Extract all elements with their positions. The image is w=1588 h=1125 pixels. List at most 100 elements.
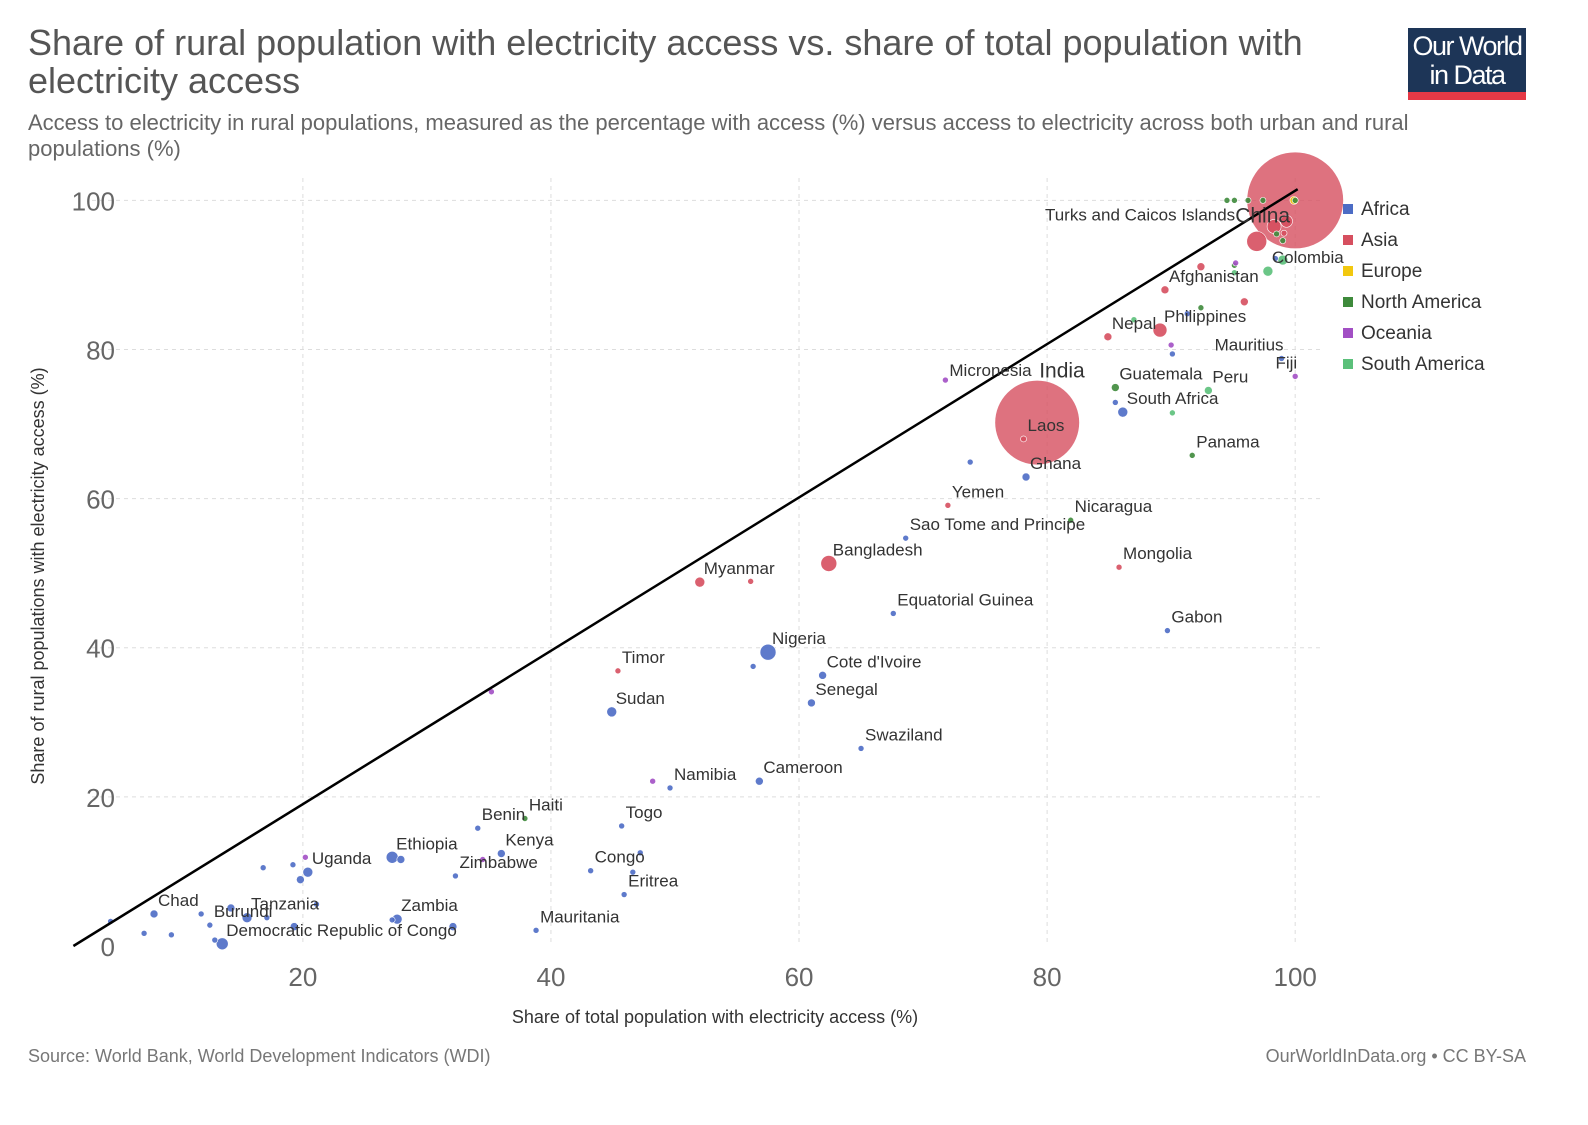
data-point[interactable] xyxy=(1197,304,1205,312)
point-afghanistan[interactable] xyxy=(1160,285,1170,295)
point-mauritius[interactable] xyxy=(1278,355,1285,362)
legend-swatch[interactable] xyxy=(1343,235,1353,245)
point-timor[interactable] xyxy=(614,667,622,675)
point-chad[interactable] xyxy=(149,909,159,919)
point-philippines[interactable] xyxy=(1152,322,1168,338)
data-point[interactable] xyxy=(1196,262,1206,272)
point-laos[interactable] xyxy=(1020,435,1027,443)
data-point[interactable] xyxy=(168,931,175,939)
source-note[interactable]: Source: World Bank, World Development In… xyxy=(28,1046,491,1066)
point-mauritania[interactable] xyxy=(532,927,540,934)
point-namibia[interactable] xyxy=(666,784,674,792)
data-point[interactable] xyxy=(1223,197,1231,204)
legend-item-asia[interactable]: Asia xyxy=(1361,230,1398,251)
data-point[interactable] xyxy=(1279,237,1287,244)
legend-item-africa[interactable]: Africa xyxy=(1361,199,1410,220)
point-cote-d-ivoire[interactable] xyxy=(818,671,827,680)
data-point[interactable] xyxy=(629,868,637,876)
legend[interactable]: Africa Asia Europe North America Oceania Sout… xyxy=(1343,199,1485,375)
owid-logo[interactable]: Our World in Data xyxy=(1408,28,1526,100)
data-point[interactable] xyxy=(747,578,754,585)
legend-item-south-america[interactable]: South America xyxy=(1361,354,1485,375)
data-point[interactable] xyxy=(1273,230,1280,238)
data-point[interactable] xyxy=(289,922,299,931)
point-togo[interactable] xyxy=(618,822,625,830)
point-haiti[interactable] xyxy=(521,815,529,822)
point-micronesia[interactable] xyxy=(942,376,949,384)
point-nicaragua[interactable] xyxy=(1067,516,1074,524)
point-sao-tome-and-principe[interactable] xyxy=(902,534,910,542)
point-bangladesh[interactable] xyxy=(820,555,838,572)
point-turks-and-caicos-islands[interactable] xyxy=(1291,197,1299,204)
data-point[interactable] xyxy=(211,936,219,944)
legend-item-oceania[interactable]: Oceania xyxy=(1361,323,1432,344)
data-point[interactable] xyxy=(1231,269,1238,276)
point-eritrea[interactable] xyxy=(620,891,628,898)
data-point[interactable] xyxy=(1232,259,1239,267)
point-equatorial-guinea[interactable] xyxy=(890,610,897,617)
legend-swatch[interactable] xyxy=(1343,359,1353,369)
point-nepal[interactable] xyxy=(1103,332,1113,342)
data-point[interactable] xyxy=(1280,229,1288,237)
point-gabon[interactable] xyxy=(1164,627,1171,634)
point-cameroon[interactable] xyxy=(755,776,764,786)
data-point[interactable] xyxy=(1169,350,1176,358)
point-sudan[interactable] xyxy=(606,706,618,718)
point-democratic-republic-of-congo[interactable] xyxy=(215,937,229,951)
legend-item-europe[interactable]: Europe xyxy=(1361,261,1422,282)
point-burundi[interactable] xyxy=(206,921,214,929)
data-point[interactable] xyxy=(313,900,320,908)
point-india[interactable] xyxy=(995,380,1080,465)
point-panama[interactable] xyxy=(1188,452,1196,459)
data-point[interactable] xyxy=(1169,409,1176,417)
point-nigeria[interactable] xyxy=(759,643,777,661)
data-point[interactable] xyxy=(1240,297,1249,307)
data-point[interactable] xyxy=(1167,341,1175,349)
point-peru[interactable] xyxy=(1204,386,1213,395)
data-point[interactable] xyxy=(1231,197,1238,204)
data-point[interactable] xyxy=(1272,255,1279,262)
point-kenya[interactable] xyxy=(497,849,506,858)
data-point[interactable] xyxy=(749,663,757,670)
point-tanzania[interactable] xyxy=(241,912,253,923)
point-guatemala[interactable] xyxy=(1111,383,1120,392)
data-point[interactable] xyxy=(479,856,487,863)
legend-swatch[interactable] xyxy=(1343,204,1353,214)
data-point[interactable] xyxy=(649,777,656,785)
point-ghana[interactable] xyxy=(1021,472,1031,482)
point-fiji[interactable] xyxy=(1291,373,1299,380)
point-benin[interactable] xyxy=(474,824,482,832)
data-point[interactable] xyxy=(1183,310,1191,318)
point-congo[interactable] xyxy=(587,867,594,874)
point-swaziland[interactable] xyxy=(857,745,865,752)
data-point[interactable] xyxy=(388,916,396,924)
legend-swatch[interactable] xyxy=(1343,328,1353,338)
point-south-africa[interactable] xyxy=(1117,406,1129,418)
data-point[interactable] xyxy=(1280,214,1293,228)
data-point[interactable] xyxy=(1244,197,1252,204)
data-point[interactable] xyxy=(1112,399,1119,406)
data-point[interactable] xyxy=(197,910,205,918)
legend-swatch[interactable] xyxy=(1343,266,1353,276)
data-point[interactable] xyxy=(140,930,148,937)
data-point[interactable] xyxy=(289,861,297,869)
data-point[interactable] xyxy=(296,875,305,884)
legend-swatch[interactable] xyxy=(1343,297,1353,307)
data-point[interactable] xyxy=(396,855,406,864)
point-senegal[interactable] xyxy=(807,698,816,708)
point-yemen[interactable] xyxy=(944,502,952,509)
data-point[interactable] xyxy=(263,914,271,921)
data-point[interactable] xyxy=(226,903,236,913)
point-mongolia[interactable] xyxy=(1115,563,1123,571)
data-point[interactable] xyxy=(636,849,644,857)
data-point[interactable] xyxy=(302,853,309,861)
license-credit[interactable]: OurWorldInData.org • CC BY-SA xyxy=(1265,1046,1526,1066)
data-point[interactable] xyxy=(448,922,458,931)
data-point[interactable] xyxy=(1246,231,1268,252)
point-uganda[interactable] xyxy=(302,866,314,878)
data-point[interactable] xyxy=(966,458,974,466)
point-zimbabwe[interactable] xyxy=(452,872,459,880)
point-myanmar[interactable] xyxy=(694,576,706,588)
data-point[interactable] xyxy=(1259,197,1267,204)
legend-item-north-america[interactable]: North America xyxy=(1361,292,1482,313)
